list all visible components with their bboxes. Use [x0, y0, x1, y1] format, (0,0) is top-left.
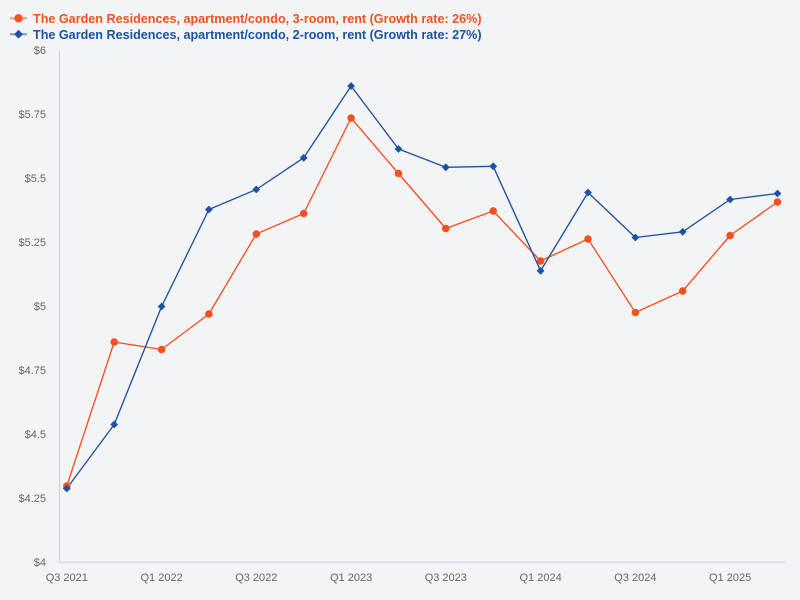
svg-text:$5.5: $5.5	[25, 173, 46, 185]
svg-text:$4.5: $4.5	[25, 429, 46, 441]
svg-text:Q1 2024: Q1 2024	[519, 572, 561, 584]
svg-text:Q3 2021: Q3 2021	[46, 572, 88, 584]
svg-text:$4.25: $4.25	[18, 493, 46, 505]
svg-text:$6: $6	[34, 45, 46, 57]
svg-text:$4.75: $4.75	[18, 365, 46, 377]
svg-text:The Garden Residences, apartme: The Garden Residences, apartment/condo, …	[33, 12, 482, 26]
svg-text:Q3 2024: Q3 2024	[614, 572, 656, 584]
svg-text:Q1 2023: Q1 2023	[330, 572, 372, 584]
svg-text:$4: $4	[34, 557, 46, 569]
svg-text:$5.75: $5.75	[18, 109, 46, 121]
svg-text:Q3 2022: Q3 2022	[235, 572, 277, 584]
svg-text:Q1 2025: Q1 2025	[709, 572, 751, 584]
svg-text:$5: $5	[34, 301, 46, 313]
svg-text:The Garden Residences, apartme: The Garden Residences, apartment/condo, …	[33, 28, 482, 42]
svg-text:Q1 2022: Q1 2022	[140, 572, 182, 584]
svg-text:$5.25: $5.25	[18, 237, 46, 249]
svg-text:Q3 2023: Q3 2023	[425, 572, 467, 584]
